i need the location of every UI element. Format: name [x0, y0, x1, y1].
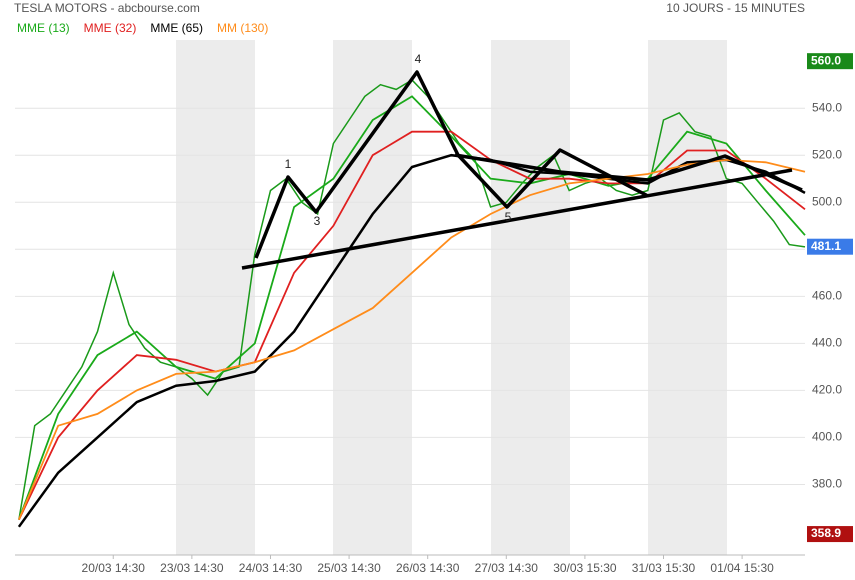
y-tick-label: 500.0	[812, 194, 842, 208]
legend-entry: MM (130)	[217, 21, 268, 35]
legend-entry: MME (13)	[17, 21, 70, 35]
x-tick-label: 27/03 14:30	[475, 561, 539, 575]
legend-entry: MME (65)	[150, 21, 203, 35]
ma-line	[18, 158, 806, 521]
value-marker-label: 560.0	[811, 53, 841, 67]
chart-subtitle: 10 JOURS - 15 MINUTES	[666, 1, 805, 15]
chart-title: TESLA MOTORS - abcbourse.com	[14, 1, 200, 15]
value-marker-label: 358.9	[811, 526, 841, 540]
legend-entry: MME (32)	[84, 21, 137, 35]
x-tick-label: 26/03 14:30	[396, 561, 460, 575]
x-tick-label: 25/03 14:30	[317, 561, 381, 575]
x-tick-label: 23/03 14:30	[160, 561, 224, 575]
day-band	[648, 40, 727, 555]
annotation: 3	[314, 214, 321, 228]
x-tick-label: 20/03 14:30	[82, 561, 146, 575]
trend-line	[241, 168, 793, 270]
y-tick-label: 520.0	[812, 147, 842, 161]
y-tick-label: 460.0	[812, 288, 842, 302]
grid	[15, 107, 805, 559]
plot	[17, 79, 806, 528]
y-tick-label: 380.0	[812, 477, 842, 491]
y-tick-label: 440.0	[812, 336, 842, 350]
x-tick-label: 31/03 15:30	[632, 561, 696, 575]
ma-line	[17, 153, 806, 528]
annotation: 1	[285, 157, 292, 171]
value-marker	[807, 238, 853, 255]
day-band	[491, 40, 570, 555]
x-tick-label: 01/04 15:30	[710, 561, 774, 575]
ma-line	[18, 95, 806, 521]
neckline	[454, 153, 803, 192]
day-band	[333, 40, 412, 555]
value-marker	[807, 53, 853, 70]
value-marker-label: 481.1	[811, 239, 841, 253]
x-tick-label: 24/03 14:30	[239, 561, 303, 575]
annotation: 5	[505, 210, 512, 224]
y-tick-label: 540.0	[812, 100, 842, 114]
day-band	[176, 40, 255, 555]
x-tick-label: 30/03 15:30	[553, 561, 617, 575]
pattern-lines	[241, 70, 803, 270]
y-tick-label: 400.0	[812, 430, 842, 444]
pattern	[254, 70, 649, 259]
value-marker	[807, 526, 853, 543]
annotation: 4	[415, 52, 422, 66]
ma-line	[18, 130, 806, 521]
y-tick-label: 420.0	[812, 383, 842, 397]
